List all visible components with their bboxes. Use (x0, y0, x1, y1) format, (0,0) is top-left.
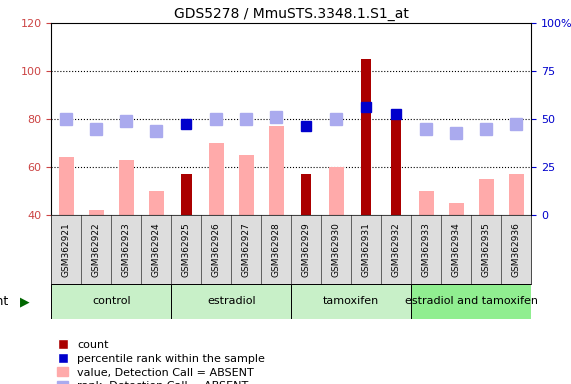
Text: GSM362924: GSM362924 (152, 222, 161, 277)
Text: GSM362936: GSM362936 (512, 222, 521, 277)
Text: GSM362925: GSM362925 (182, 222, 191, 277)
Text: GSM362926: GSM362926 (212, 222, 221, 277)
Text: GSM362935: GSM362935 (481, 222, 490, 277)
Text: GSM362934: GSM362934 (452, 222, 461, 277)
Bar (361, 59, 371, 215)
Text: estradiol and tamoxifen: estradiol and tamoxifen (405, 296, 537, 306)
Bar (239, 155, 254, 215)
Text: GSM362923: GSM362923 (122, 222, 131, 277)
Text: control: control (92, 296, 131, 306)
Text: tamoxifen: tamoxifen (323, 296, 379, 306)
Text: GSM362921: GSM362921 (62, 222, 71, 277)
Text: ▶: ▶ (20, 295, 30, 308)
Bar (411, 284, 531, 319)
Text: GSM362931: GSM362931 (361, 222, 371, 277)
Bar (181, 174, 191, 215)
Bar (301, 174, 311, 215)
Bar (171, 284, 291, 319)
Bar (291, 284, 411, 319)
Bar (209, 143, 224, 215)
Bar (51, 284, 171, 319)
Legend: count, percentile rank within the sample, value, Detection Call = ABSENT, rank, : count, percentile rank within the sample… (57, 339, 265, 384)
Text: GSM362930: GSM362930 (332, 222, 341, 277)
Text: GSM362927: GSM362927 (242, 222, 251, 277)
Bar (478, 179, 493, 215)
Title: GDS5278 / MmuSTS.3348.1.S1_at: GDS5278 / MmuSTS.3348.1.S1_at (174, 7, 409, 21)
Bar (329, 167, 344, 215)
Bar (149, 191, 164, 215)
Text: agent: agent (0, 295, 9, 308)
Text: GSM362922: GSM362922 (92, 222, 101, 277)
Bar (119, 160, 134, 215)
Bar (89, 210, 104, 215)
Bar (449, 203, 464, 215)
Text: GSM362932: GSM362932 (392, 222, 401, 277)
Text: GSM362933: GSM362933 (421, 222, 431, 277)
Text: estradiol: estradiol (207, 296, 256, 306)
Bar (509, 174, 524, 215)
Bar (269, 126, 284, 215)
Text: GSM362929: GSM362929 (301, 222, 311, 277)
Bar (419, 191, 433, 215)
Bar (391, 119, 401, 215)
Bar (59, 157, 74, 215)
Text: GSM362928: GSM362928 (272, 222, 281, 277)
